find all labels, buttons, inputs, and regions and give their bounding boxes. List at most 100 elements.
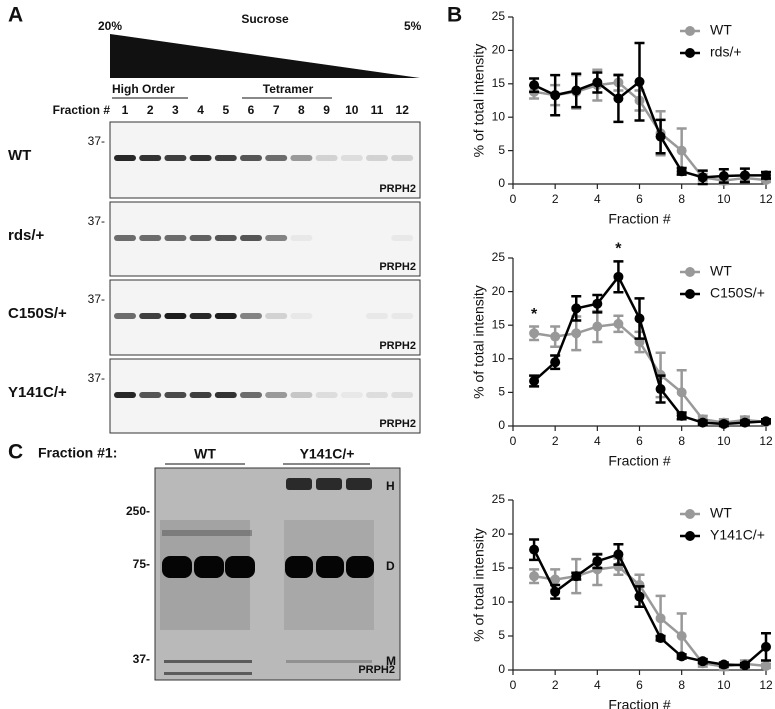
x-tick-label: 0 — [510, 434, 517, 448]
x-tick-label: 10 — [717, 678, 731, 692]
panel-label: C — [8, 441, 23, 464]
point — [571, 571, 582, 582]
point — [697, 656, 708, 667]
fraction-label: Fraction # — [53, 103, 111, 117]
band — [240, 313, 262, 319]
point — [592, 77, 603, 88]
point — [592, 298, 603, 309]
y-tick-label: 0 — [498, 662, 505, 676]
point — [550, 90, 561, 101]
point — [571, 85, 582, 96]
y-tick-label: 25 — [492, 9, 506, 23]
band — [366, 155, 388, 161]
point — [676, 166, 687, 177]
mw-marker: 250- — [126, 504, 150, 518]
band — [240, 155, 262, 161]
fraction-number: 3 — [172, 103, 179, 117]
annotation: * — [615, 241, 622, 258]
band — [265, 392, 288, 398]
legend-label: C150S/+ — [710, 285, 765, 301]
y-tick-label: 0 — [498, 176, 505, 190]
gradient-title: Sucrose — [241, 12, 289, 26]
point — [550, 574, 561, 585]
band — [290, 155, 313, 161]
point — [634, 76, 645, 87]
legend-label: WT — [710, 22, 732, 38]
band — [164, 392, 187, 398]
band-label: D — [386, 559, 395, 573]
band — [189, 235, 212, 241]
x-tick-label: 10 — [717, 434, 731, 448]
group-label: WT — [194, 446, 216, 462]
mw-marker: 37- — [88, 214, 105, 228]
x-tick-label: 2 — [552, 192, 559, 206]
x-axis-label: Fraction # — [608, 453, 670, 469]
band — [139, 155, 162, 161]
point — [655, 131, 666, 142]
y-tick-label: 5 — [498, 143, 505, 157]
gradient-left: 20% — [98, 19, 122, 33]
band — [265, 313, 288, 319]
band — [189, 313, 212, 319]
mw-marker: 37- — [88, 371, 105, 385]
y-tick-label: 20 — [492, 284, 506, 298]
annotation: * — [531, 306, 538, 323]
blot-c-bands — [160, 478, 374, 675]
sucrose-gradient — [110, 34, 420, 78]
point — [718, 418, 729, 429]
band — [391, 235, 414, 241]
point — [529, 375, 540, 386]
band — [114, 313, 136, 319]
band — [315, 392, 338, 398]
y-tick-label: 5 — [498, 385, 505, 399]
band — [340, 155, 363, 161]
y-axis-label: % of total intensity — [471, 44, 487, 158]
y-tick-label: 15 — [492, 317, 506, 331]
legend-label: Y141C/+ — [710, 527, 765, 543]
x-tick-label: 10 — [717, 192, 731, 206]
blot-a: 1 2 3 4 5 6 7 8 9 10 11 12WT37-PRPH2rds/+37-PRPH2C1… — [8, 103, 421, 434]
legend-marker — [685, 531, 695, 541]
x-tick-label: 12 — [759, 678, 773, 692]
row-label: WT — [8, 147, 31, 164]
band — [139, 392, 162, 398]
band — [290, 235, 313, 241]
point — [613, 93, 624, 104]
x-tick-label: 8 — [678, 192, 685, 206]
y-tick-label: 0 — [498, 418, 505, 432]
point — [676, 410, 687, 421]
x-tick-label: 2 — [552, 678, 559, 692]
y-tick-label: 20 — [492, 526, 506, 540]
band — [189, 392, 212, 398]
protein-label: PRPH2 — [379, 418, 416, 430]
point — [761, 416, 771, 427]
x-tick-label: 8 — [678, 678, 685, 692]
point — [613, 271, 624, 282]
x-tick-label: 0 — [510, 192, 517, 206]
point — [761, 660, 771, 671]
x-axis-label: Fraction # — [608, 697, 670, 709]
band — [240, 392, 262, 398]
x-tick-label: 4 — [594, 678, 601, 692]
legend-marker — [685, 48, 695, 58]
band — [391, 392, 414, 398]
point — [571, 303, 582, 314]
band-label: H — [386, 479, 395, 493]
point — [613, 318, 624, 329]
line — [533, 81, 767, 182]
band — [391, 155, 414, 161]
group-label: Y141C/+ — [300, 446, 355, 462]
x-tick-label: 8 — [678, 434, 685, 448]
point — [613, 549, 624, 560]
point — [550, 331, 561, 342]
fraction-number: 6 — [248, 103, 255, 117]
group-label: Tetramer — [263, 82, 314, 96]
mw-marker: 37- — [88, 292, 105, 306]
fraction-number: 5 — [222, 103, 229, 117]
y-axis-label: % of total intensity — [471, 285, 487, 399]
x-tick-label: 6 — [636, 434, 643, 448]
band — [214, 235, 237, 241]
point — [655, 613, 666, 624]
y-tick-label: 10 — [492, 351, 506, 365]
row-label: Y141C/+ — [8, 384, 67, 401]
